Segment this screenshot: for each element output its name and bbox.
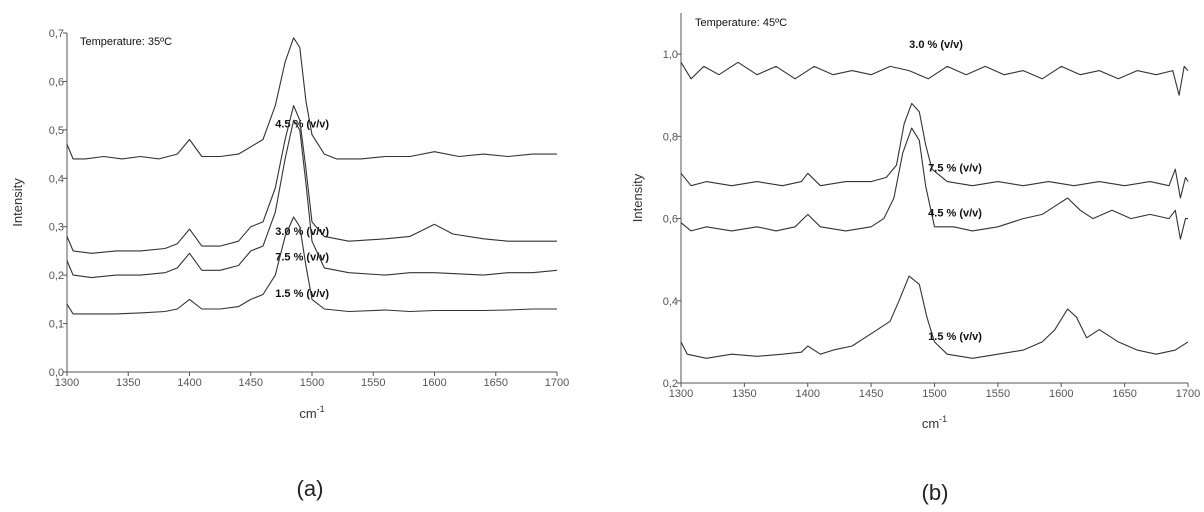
y-tick-label: 0,6 <box>663 214 678 226</box>
x-axis-label-superscript: -1 <box>317 404 325 414</box>
series-label-1-5-v-v: 1.5 % (v/v) <box>928 331 982 343</box>
x-tick-label: 1500 <box>300 377 324 389</box>
y-tick-label: 0,4 <box>49 173 64 185</box>
series-line-1-5-v-v <box>66 216 557 315</box>
panel-caption: (a) <box>297 476 324 501</box>
series-line-3-0-v-v <box>66 105 557 254</box>
x-tick-label: 1450 <box>239 377 263 389</box>
series-label-7-5-v-v: 7.5 % (v/v) <box>928 162 982 174</box>
series-line-4-5-v-v <box>66 37 557 160</box>
y-tick-label: 0,3 <box>49 222 64 234</box>
series-label-3-0-v-v: 3.0 % (v/v) <box>275 226 329 238</box>
y-tick-label: 0,7 <box>49 28 64 40</box>
series-label-7-5-v-v: 7.5 % (v/v) <box>275 252 329 264</box>
x-tick-label: 1400 <box>796 388 820 400</box>
x-tick-label: 1350 <box>116 377 140 389</box>
x-tick-label: 1600 <box>1049 388 1073 400</box>
y-tick-label: 0,1 <box>49 319 64 331</box>
x-tick-label: 1700 <box>545 377 569 389</box>
x-axis-label: cm-1 <box>922 414 947 431</box>
x-tick-label: 1650 <box>1112 388 1136 400</box>
chart-panel-b: 0,2 0,4 0,6 0,8 1,0 1300 1350 1400 1450 1500 1550 1… <box>630 13 1200 505</box>
y-tick-label: 0,6 <box>49 76 64 88</box>
panel-caption: (b) <box>922 480 949 505</box>
x-axis-label: cm-1 <box>299 404 324 421</box>
x-tick-label: 1500 <box>922 388 946 400</box>
series-line-7-5-v-v <box>680 102 1189 199</box>
x-tick-label: 1550 <box>986 388 1010 400</box>
series-line-1-5-v-v <box>680 275 1189 359</box>
x-tick-label: 1650 <box>484 377 508 389</box>
x-tick-label: 1600 <box>422 377 446 389</box>
x-tick-label: 1550 <box>361 377 385 389</box>
temperature-annotation: Temperature: 35ºC <box>80 36 172 48</box>
series-label-1-5-v-v: 1.5 % (v/v) <box>275 288 329 300</box>
y-axis-label: Intensity <box>630 173 645 222</box>
series-label-3-0-v-v: 3.0 % (v/v) <box>909 39 963 51</box>
y-tick-label: 0,5 <box>49 125 64 137</box>
y-tick-label: 0,2 <box>49 270 64 282</box>
x-tick-label: 1300 <box>55 377 79 389</box>
y-tick-label: 0,8 <box>663 131 678 143</box>
y-tick-label: 0,4 <box>663 296 678 308</box>
chart-panel-a: 0,0 0,1 0,2 0,3 0,4 0,5 0,6 0,7 1300 1350 1400 1450… <box>10 28 569 501</box>
x-axis-label-text: cm <box>299 406 316 421</box>
x-tick-label: 1400 <box>177 377 201 389</box>
series-line-4-5-v-v <box>680 127 1188 240</box>
x-tick-label: 1350 <box>732 388 756 400</box>
x-tick-label: 1700 <box>1176 388 1200 400</box>
y-tick-label: 0,0 <box>49 367 64 379</box>
series-line-7-5-v-v <box>66 119 558 279</box>
x-tick-label: 1300 <box>669 388 693 400</box>
y-axis-label: Intensity <box>10 178 25 227</box>
y-tick-label: 1,0 <box>663 49 678 61</box>
series-label-4-5-v-v: 4.5 % (v/v) <box>928 208 982 220</box>
series-label-4-5-v-v: 4.5 % (v/v) <box>275 118 329 130</box>
x-tick-label: 1450 <box>859 388 883 400</box>
temperature-annotation: Temperature: 45ºC <box>695 17 787 29</box>
series-line-3-0-v-v <box>680 61 1189 96</box>
x-axis-label-superscript: -1 <box>939 414 947 424</box>
y-tick-label: 0,2 <box>663 378 678 390</box>
x-axis-label-text: cm <box>922 416 939 431</box>
